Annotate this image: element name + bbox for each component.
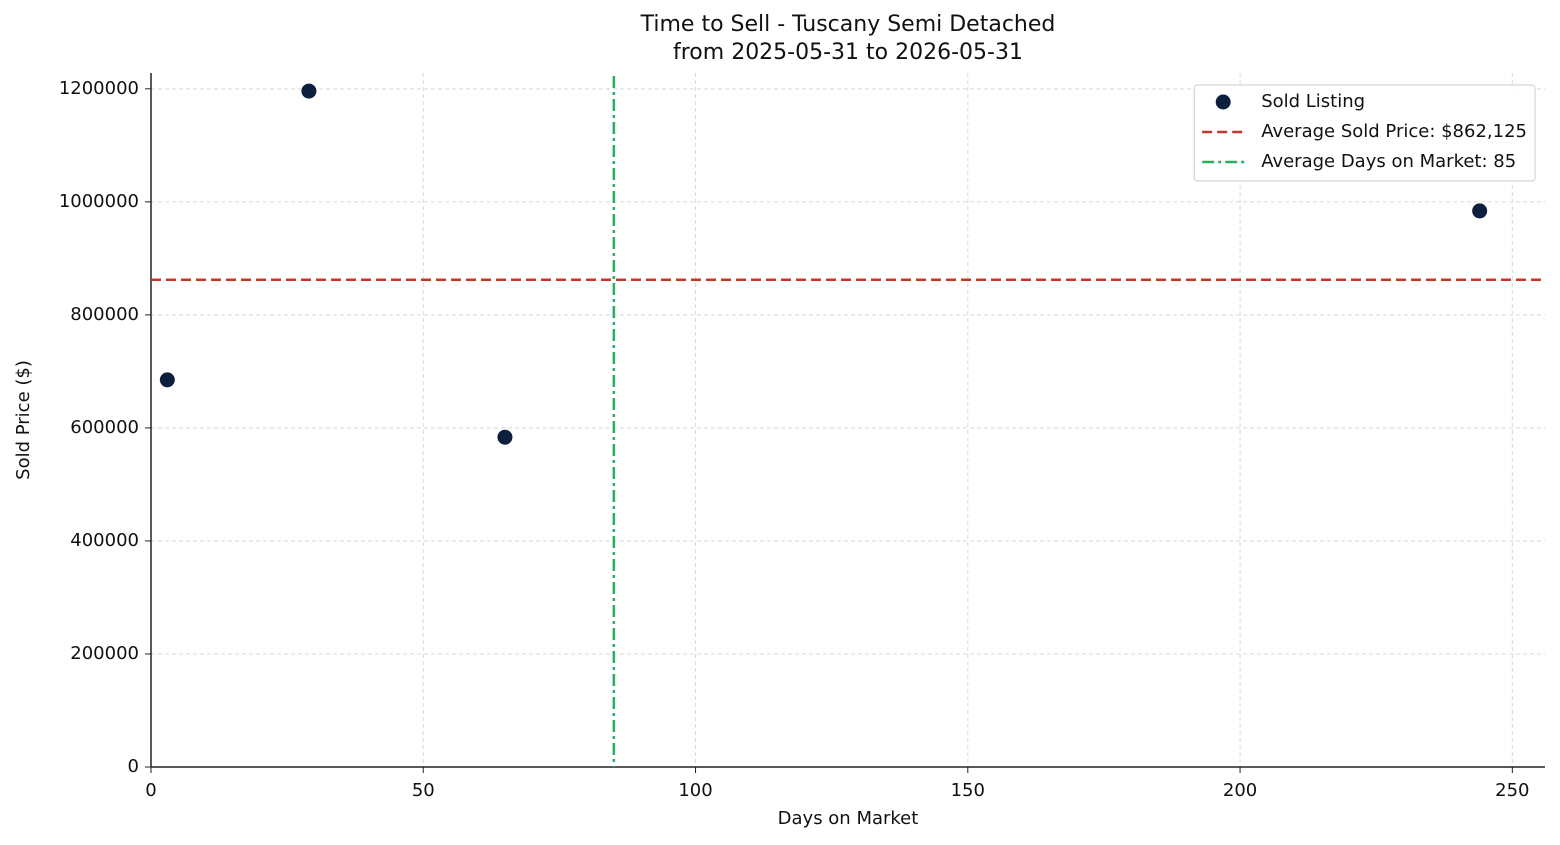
point [1472,203,1488,219]
chart-title: Time to Sell - Tuscany Semi Detached [640,12,1056,37]
x-tick-label: 150 [951,780,985,801]
y-tick-label: 0 [128,756,139,777]
chart-subtitle: from 2025-05-31 to 2026-05-31 [673,40,1023,65]
x-axis-label: Days on Market [778,808,919,829]
legend-label: Average Sold Price: $862,125 [1261,121,1527,142]
y-tick-label: 800000 [70,304,139,325]
x-tick-label: 250 [1495,780,1529,801]
x-tick-label: 0 [145,780,156,801]
y-tick-label: 1000000 [59,191,139,212]
y-tick-label: 400000 [70,530,139,551]
y-axis-label: Sold Price ($) [13,360,34,480]
legend-box [1193,84,1536,182]
x-tick-label: 100 [678,780,712,801]
y-tick-label: 200000 [70,643,139,664]
legend-label: Average Days on Market: 85 [1261,151,1516,172]
legend: Sold Listing Average Sold Price: $862,125… [1193,84,1536,182]
x-tick-label: 50 [412,780,435,801]
legend-label: Sold Listing [1261,91,1365,112]
y-tick-label: 600000 [70,417,139,438]
legend-marker [1215,94,1231,110]
point [301,83,317,99]
y-tick-label: 1200000 [59,78,139,99]
point [159,372,175,388]
point [497,429,513,445]
x-tick-label: 200 [1223,780,1257,801]
